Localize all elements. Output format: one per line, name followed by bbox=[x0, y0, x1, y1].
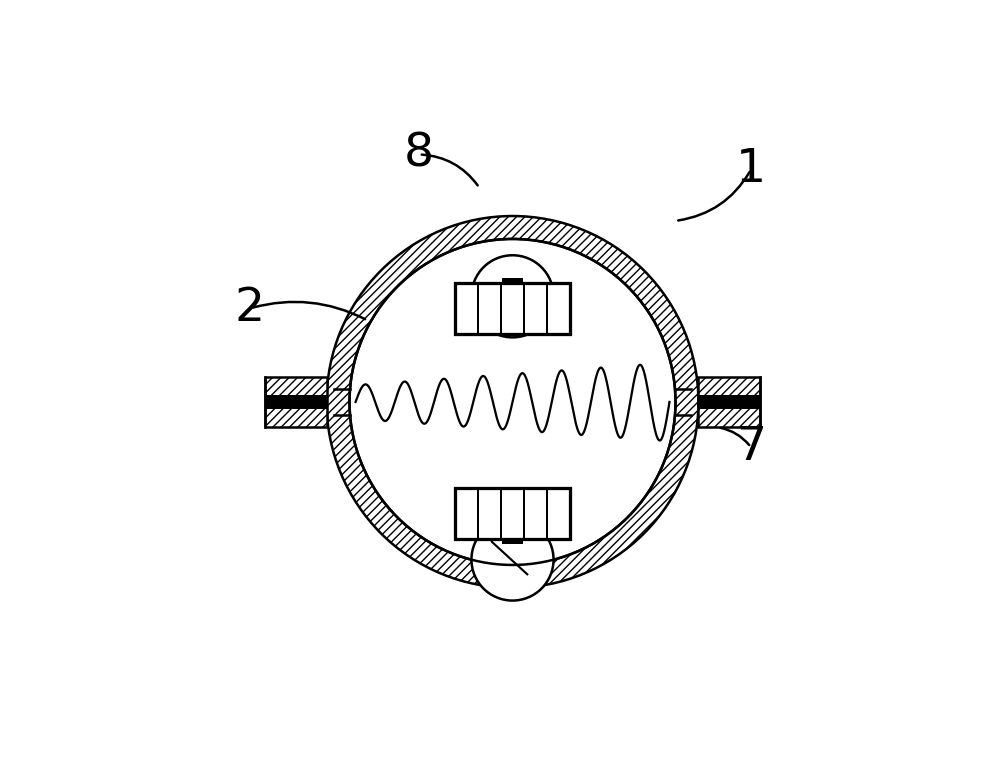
Bar bbox=[502, 539, 523, 544]
Bar bbox=[698, 394, 760, 409]
Text: 1: 1 bbox=[736, 147, 766, 192]
Circle shape bbox=[471, 256, 554, 337]
Text: 8: 8 bbox=[404, 132, 434, 177]
Bar bbox=[502, 278, 523, 283]
Bar bbox=[455, 488, 570, 539]
Text: 2: 2 bbox=[235, 286, 265, 331]
Bar bbox=[455, 283, 570, 334]
Circle shape bbox=[471, 518, 554, 601]
Circle shape bbox=[327, 216, 698, 588]
Bar bbox=[265, 376, 327, 427]
Bar bbox=[698, 376, 760, 427]
Text: 7: 7 bbox=[736, 425, 766, 470]
Circle shape bbox=[350, 239, 675, 565]
Bar bbox=[265, 394, 327, 409]
